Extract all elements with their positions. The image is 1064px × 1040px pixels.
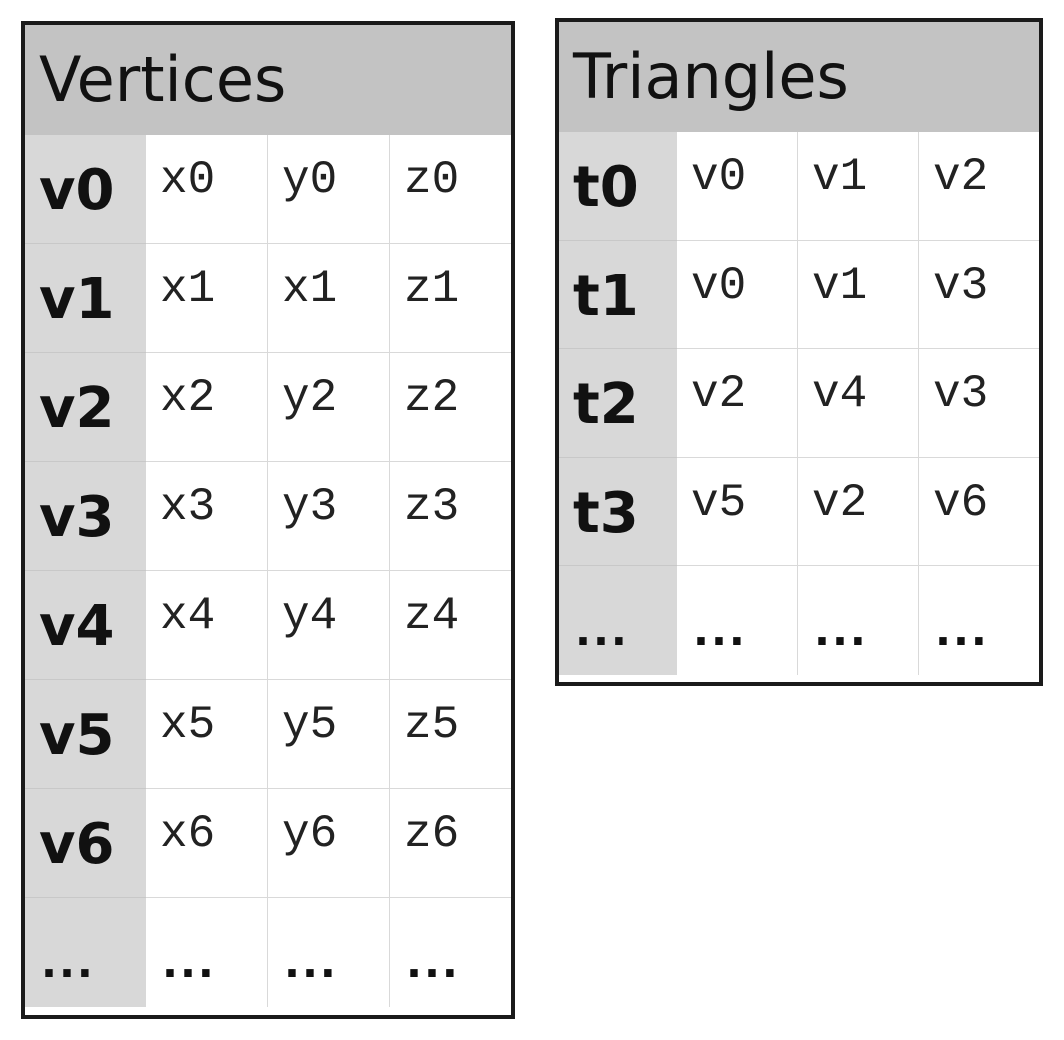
vertex-x: x5 (146, 680, 268, 789)
vertex-ellipsis-x: ... (146, 898, 268, 1007)
triangle-vertex-a: v5 (677, 457, 798, 566)
triangle-ellipsis-c: ... (935, 606, 989, 655)
vertex-z: z1 (390, 244, 511, 353)
triangle-ellipsis-a: ... (677, 566, 798, 675)
vertex-label: v5 (25, 680, 146, 789)
vertex-y: y2 (268, 353, 390, 462)
triangle-vertex-a: v0 (677, 240, 798, 349)
vertex-y: y5 (268, 680, 390, 789)
vertex-label: v0 (25, 135, 146, 244)
vertex-x: x4 (146, 571, 268, 680)
vertex-y: y6 (268, 789, 390, 898)
vertices-grid: v0 x0 y0 z0 v1 x1 x1 z1 v2 x2 y2 z2 v3 x… (25, 135, 511, 1007)
triangles-title: Triangles (559, 22, 1039, 132)
triangle-vertex-a: v2 (677, 349, 798, 458)
triangle-vertex-c: v3 (919, 349, 1039, 458)
vertex-x: x0 (146, 135, 268, 244)
vertex-z: z3 (390, 462, 511, 571)
vertex-x: x1 (146, 244, 268, 353)
triangle-label: t1 (559, 240, 677, 349)
triangle-vertex-b: v2 (798, 457, 919, 566)
triangle-label: t2 (559, 349, 677, 458)
triangle-label: t3 (559, 457, 677, 566)
triangles-table: Triangles t0 v0 v1 v2 t1 v0 v1 v3 t2 v2 … (555, 18, 1043, 686)
vertex-ellipsis-y: ... (268, 898, 390, 1007)
vertex-label: v3 (25, 462, 146, 571)
vertex-x: x2 (146, 353, 268, 462)
vertex-z: z6 (390, 789, 511, 898)
triangle-vertex-c: v6 (919, 458, 1039, 566)
triangle-vertex-c: v3 (919, 241, 1039, 349)
vertex-x: x6 (146, 789, 268, 898)
vertex-x: x3 (146, 462, 268, 571)
triangle-vertex-c: v2 (919, 132, 1039, 241)
vertex-label: v6 (25, 789, 146, 898)
vertex-z: z5 (390, 680, 511, 789)
vertex-z: z2 (390, 353, 511, 462)
triangle-vertex-a: v0 (677, 132, 798, 241)
vertex-ellipsis-label: ... (25, 898, 146, 1007)
triangle-vertex-b: v1 (798, 132, 919, 241)
vertex-y: x1 (268, 244, 390, 353)
vertex-label: v2 (25, 353, 146, 462)
triangle-ellipsis-b: ... (798, 566, 919, 675)
vertex-y: y0 (268, 135, 390, 244)
vertex-ellipsis-z: ... (406, 938, 460, 987)
triangle-label: t0 (559, 132, 677, 241)
triangle-ellipsis-label: ... (559, 566, 677, 675)
vertex-label: v1 (25, 244, 146, 353)
triangle-vertex-b: v4 (798, 349, 919, 458)
vertex-y: y4 (268, 571, 390, 680)
vertices-title: Vertices (25, 25, 511, 135)
vertex-label: v4 (25, 571, 146, 680)
vertex-z: z0 (390, 135, 511, 244)
vertex-y: y3 (268, 462, 390, 571)
triangles-grid: t0 v0 v1 v2 t1 v0 v1 v3 t2 v2 v4 v3 t3 v… (559, 132, 1039, 675)
vertices-table: Vertices v0 x0 y0 z0 v1 x1 x1 z1 v2 x2 y… (21, 21, 515, 1019)
vertex-z: z4 (390, 571, 511, 680)
triangle-vertex-b: v1 (798, 240, 919, 349)
